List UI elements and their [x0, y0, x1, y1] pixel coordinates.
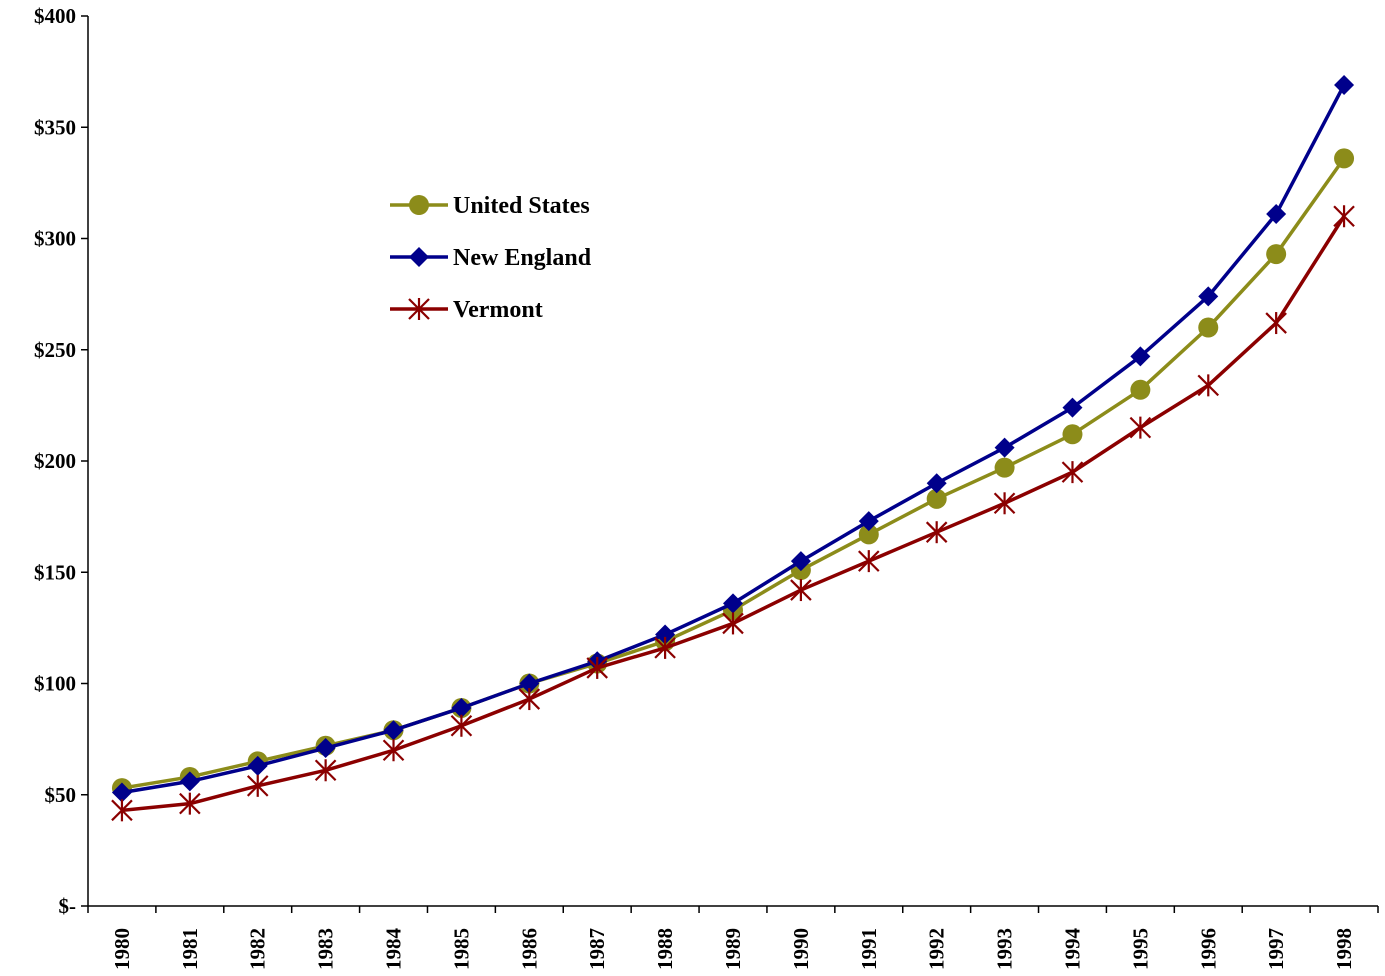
- data-point-new-england: [790, 551, 811, 572]
- data-point-new-england: [1130, 346, 1151, 367]
- data-point-united-states: [926, 488, 947, 509]
- data-point-united-states: [1198, 317, 1219, 338]
- legend-entry-united-states: United States: [390, 193, 590, 219]
- data-point-new-england: [315, 738, 336, 759]
- data-point-new-england: [1198, 286, 1219, 307]
- data-point-vermont: [1197, 374, 1220, 397]
- data-point-united-states: [1130, 379, 1151, 400]
- data-point-new-england: [723, 593, 743, 614]
- x-tick-label: 1987: [585, 928, 609, 970]
- data-point-new-england: [1334, 74, 1355, 95]
- data-point-new-england: [926, 473, 947, 494]
- data-point-vermont: [382, 739, 405, 762]
- legend-label: United States: [453, 193, 590, 219]
- data-point-united-states: [1266, 244, 1287, 265]
- x-tick-label: 1983: [314, 928, 338, 970]
- data-point-vermont: [858, 550, 880, 573]
- series-line-new-england: [121, 84, 1346, 795]
- data-point-united-states: [994, 457, 1015, 478]
- x-tick-label: 1993: [993, 928, 1017, 970]
- x-tick-label: 1997: [1264, 928, 1288, 970]
- legend: United States New England Vermont: [390, 193, 592, 323]
- x-tick-label: 1984: [382, 928, 406, 971]
- data-point-united-states: [1062, 424, 1083, 445]
- legend-label: Vermont: [453, 297, 543, 323]
- data-point-vermont: [518, 688, 541, 711]
- y-tick-label: $200: [34, 449, 76, 473]
- legend-marker: [409, 247, 429, 267]
- y-tick-label: $-: [59, 894, 77, 918]
- data-point-new-england: [383, 720, 404, 741]
- y-axis-ticks: $- $50 $100 $150 $200 $250 $300 $350 $400: [34, 4, 88, 918]
- series-new-england: [111, 74, 1355, 803]
- legend-marker: [408, 298, 430, 320]
- y-tick-label: $250: [34, 338, 76, 362]
- x-axis-ticks: 1980 1981 1982 1983 1984 1985 1986 1987 1988 1989…: [87, 906, 1379, 971]
- data-point-new-england: [655, 624, 676, 645]
- legend-entry-vermont: Vermont: [390, 297, 543, 323]
- data-point-vermont: [722, 612, 744, 635]
- data-point-vermont: [1333, 205, 1355, 228]
- y-tick-label: $400: [34, 4, 76, 28]
- series-line-united-states: [121, 157, 1346, 790]
- data-point-new-england: [1062, 397, 1083, 418]
- x-tick-label: 1995: [1128, 928, 1152, 970]
- data-point-united-states: [1334, 148, 1355, 169]
- data-point-new-england: [994, 437, 1015, 458]
- data-point-vermont: [111, 799, 133, 822]
- data-point-new-england: [111, 782, 132, 803]
- data-point-new-england: [519, 673, 540, 694]
- y-tick-label: $50: [45, 783, 77, 807]
- y-tick-label: $150: [34, 560, 76, 584]
- legend-label: New England: [453, 245, 592, 271]
- data-point-vermont: [993, 492, 1016, 515]
- data-point-new-england: [1266, 204, 1287, 225]
- data-point-vermont: [179, 792, 201, 815]
- x-tick-label: 1990: [789, 928, 813, 970]
- data-point-new-england: [247, 755, 268, 776]
- x-tick-label: 1989: [721, 928, 745, 970]
- data-point-vermont: [246, 774, 269, 797]
- x-tick-label: 1998: [1332, 928, 1356, 970]
- chart-axes: [87, 16, 1378, 907]
- x-tick-label: 1994: [1060, 928, 1084, 971]
- y-tick-label: $300: [34, 227, 76, 251]
- x-tick-label: 1992: [925, 928, 949, 970]
- x-tick-label: 1981: [178, 928, 202, 970]
- data-point-vermont: [654, 636, 676, 659]
- legend-marker: [409, 195, 429, 215]
- data-point-united-states: [858, 524, 879, 545]
- x-tick-label: 1985: [449, 928, 473, 970]
- x-tick-label: 1988: [653, 928, 677, 970]
- data-point-vermont: [586, 656, 608, 679]
- data-point-new-england: [451, 697, 472, 718]
- x-tick-label: 1991: [857, 928, 881, 970]
- legend-entry-new-england: New England: [390, 245, 592, 271]
- series-layer: [111, 74, 1355, 822]
- series-line-vermont: [121, 215, 1346, 813]
- x-tick-label: 1986: [517, 928, 541, 970]
- data-point-vermont: [925, 521, 948, 544]
- data-point-vermont: [314, 759, 337, 782]
- series-vermont: [111, 205, 1355, 822]
- y-tick-label: $100: [34, 672, 76, 696]
- data-point-new-england: [858, 511, 879, 532]
- x-tick-label: 1980: [110, 928, 134, 970]
- data-point-vermont: [1265, 312, 1287, 335]
- data-point-vermont: [450, 714, 473, 737]
- x-tick-label: 1982: [246, 928, 270, 970]
- data-point-vermont: [1061, 461, 1084, 484]
- data-point-vermont: [1129, 416, 1152, 439]
- data-point-vermont: [790, 579, 812, 602]
- series-united-states: [111, 148, 1355, 799]
- x-tick-label: 1996: [1196, 928, 1220, 970]
- y-tick-label: $350: [34, 115, 76, 139]
- data-point-new-england: [179, 771, 200, 792]
